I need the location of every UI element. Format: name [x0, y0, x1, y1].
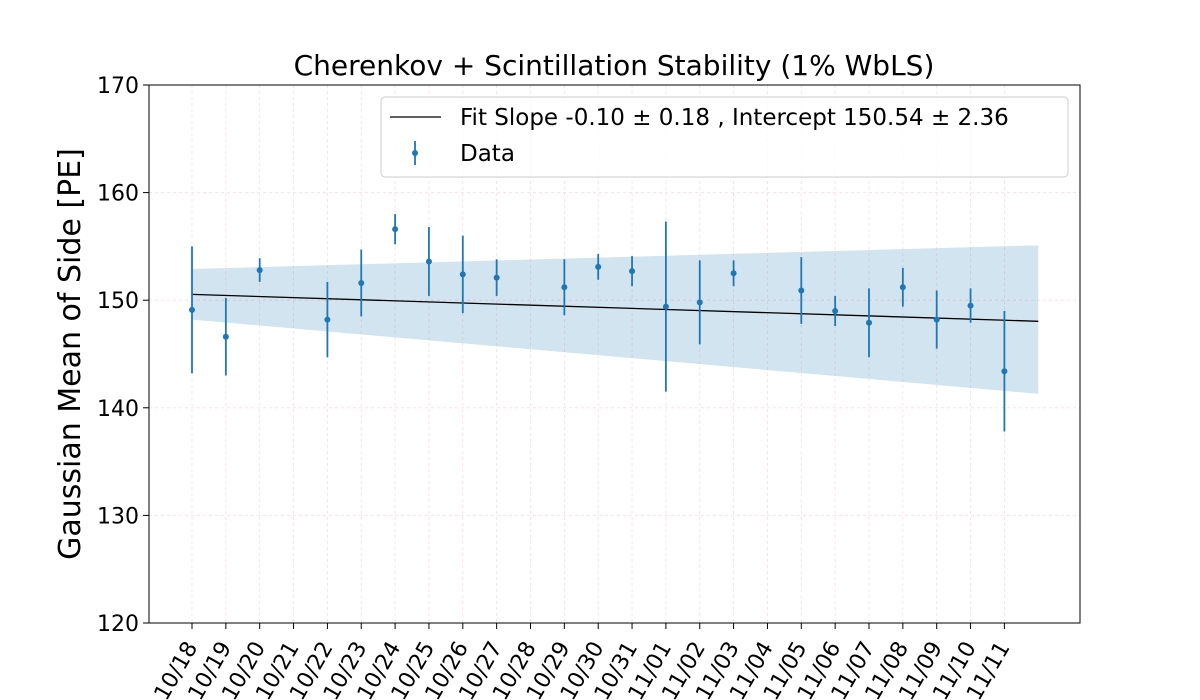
- fit-line-group: [191, 293, 1039, 322]
- legend-box: [380, 96, 1069, 178]
- data-point: [222, 333, 229, 340]
- data-point: [392, 226, 399, 233]
- y-tick-label: 160: [97, 182, 139, 207]
- data-point: [866, 319, 872, 326]
- data-points-group: [189, 214, 1008, 432]
- data-point: [967, 302, 974, 309]
- data-point: [832, 307, 839, 314]
- data-point: [595, 263, 602, 270]
- fit-line: [191, 293, 1039, 322]
- y-tick-label: 140: [97, 397, 139, 422]
- data-point: [358, 279, 365, 286]
- plot-frame: [148, 84, 1081, 624]
- data-point: [425, 258, 432, 265]
- data-point: [730, 270, 737, 277]
- data-point: [459, 271, 466, 278]
- y-tick-label: 150: [97, 289, 139, 314]
- data-point: [696, 299, 703, 306]
- legend-data-marker-swatch: [412, 150, 418, 156]
- confidence-band-group: [192, 245, 1039, 394]
- data-point: [324, 316, 331, 323]
- data-point: [189, 306, 195, 313]
- y-axis: 120 130 140 150 160 170: [97, 74, 149, 637]
- data-point: [629, 268, 636, 275]
- y-tick-label: 170: [97, 74, 139, 99]
- confidence-band: [192, 245, 1039, 394]
- data-point: [1001, 368, 1008, 375]
- y-tick-label: 120: [97, 612, 139, 637]
- data-point: [899, 284, 906, 291]
- data-point: [493, 274, 500, 281]
- data-point: [662, 303, 669, 310]
- legend-data-label: Data: [460, 141, 515, 167]
- data-point: [561, 284, 568, 291]
- legend-fit-label: Fit Slope -0.10 ± 0.18 , Intercept 150.5…: [460, 105, 1009, 131]
- chart-title: Cherenkov + Scintillation Stability (1% …: [294, 49, 935, 82]
- y-axis-label: Gaussian Mean of Side [PE]: [53, 148, 88, 560]
- y-tick-label: 130: [97, 504, 139, 529]
- data-point: [933, 316, 940, 323]
- legend: Fit Slope -0.10 ± 0.18 , Intercept 150.5…: [380, 96, 1069, 178]
- data-point: [798, 287, 805, 294]
- data-point: [256, 267, 263, 274]
